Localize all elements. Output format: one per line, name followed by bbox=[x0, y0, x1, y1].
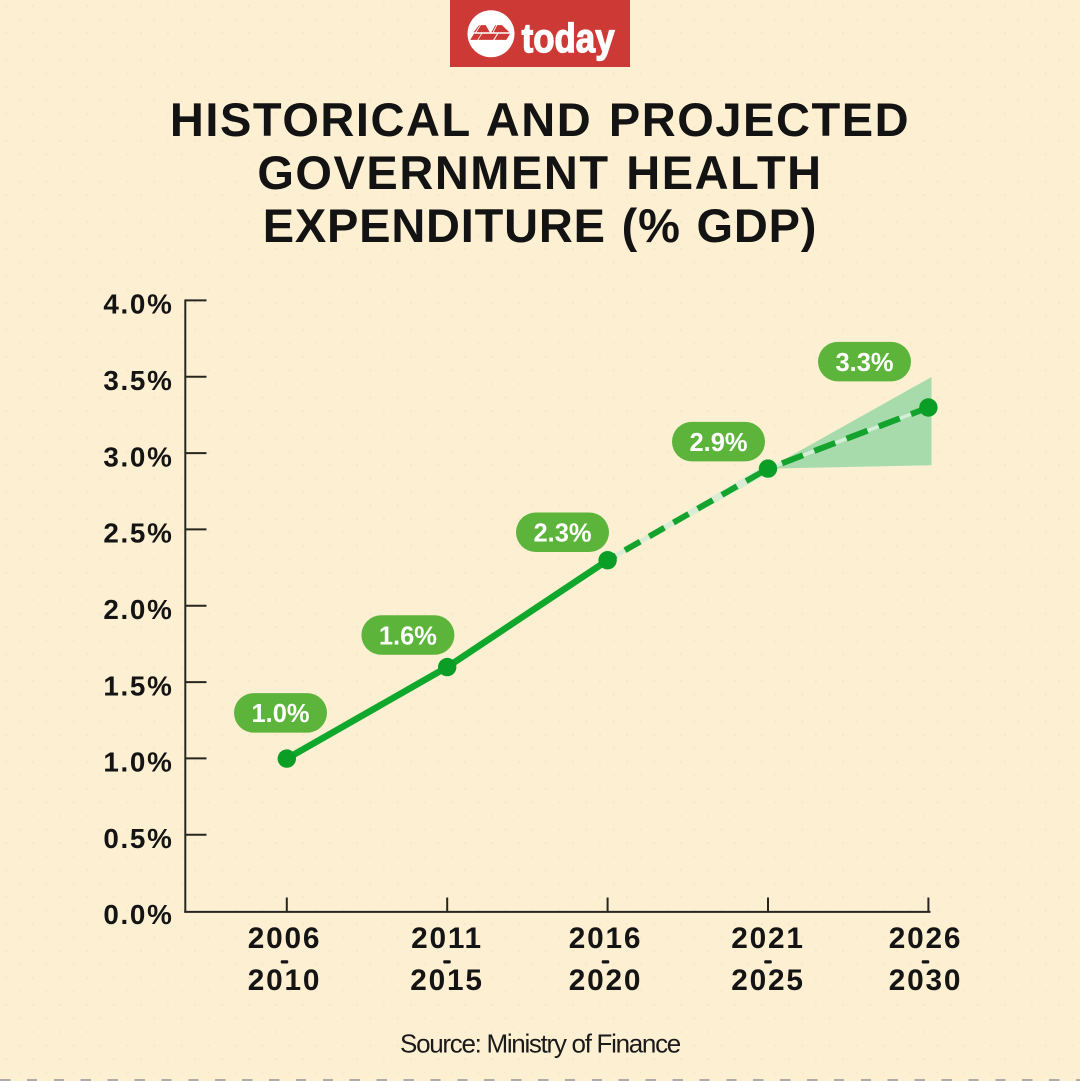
svg-text:4.0%: 4.0% bbox=[103, 289, 173, 320]
svg-text:2020: 2020 bbox=[569, 964, 643, 997]
svg-text:2026: 2026 bbox=[889, 922, 963, 955]
svg-text:3.0%: 3.0% bbox=[103, 441, 173, 472]
svg-text:2010: 2010 bbox=[248, 964, 322, 997]
svg-text:1.0%: 1.0% bbox=[251, 700, 309, 728]
svg-text:2.0%: 2.0% bbox=[103, 594, 173, 625]
svg-text:2.9%: 2.9% bbox=[689, 429, 747, 457]
svg-text:0.0%: 0.0% bbox=[103, 899, 173, 930]
svg-text:2025: 2025 bbox=[731, 964, 805, 997]
svg-text:1.5%: 1.5% bbox=[103, 670, 173, 701]
svg-text:2030: 2030 bbox=[889, 964, 963, 997]
svg-text:0.5%: 0.5% bbox=[103, 823, 173, 854]
svg-text:2021: 2021 bbox=[731, 922, 805, 955]
svg-text:2015: 2015 bbox=[410, 964, 484, 997]
svg-text:1.0%: 1.0% bbox=[103, 747, 173, 778]
svg-text:2006: 2006 bbox=[248, 922, 322, 955]
svg-text:2.3%: 2.3% bbox=[533, 520, 591, 548]
svg-text:3.3%: 3.3% bbox=[835, 349, 893, 377]
svg-text:today: today bbox=[522, 15, 615, 61]
svg-text:2016: 2016 bbox=[569, 922, 643, 955]
svg-text:3.5%: 3.5% bbox=[103, 365, 173, 396]
svg-text:2011: 2011 bbox=[411, 922, 483, 955]
svg-text:1.6%: 1.6% bbox=[379, 622, 437, 650]
svg-text:2.5%: 2.5% bbox=[103, 518, 173, 549]
svg-text:Source: Ministry of Finance: Source: Ministry of Finance bbox=[400, 1029, 681, 1059]
